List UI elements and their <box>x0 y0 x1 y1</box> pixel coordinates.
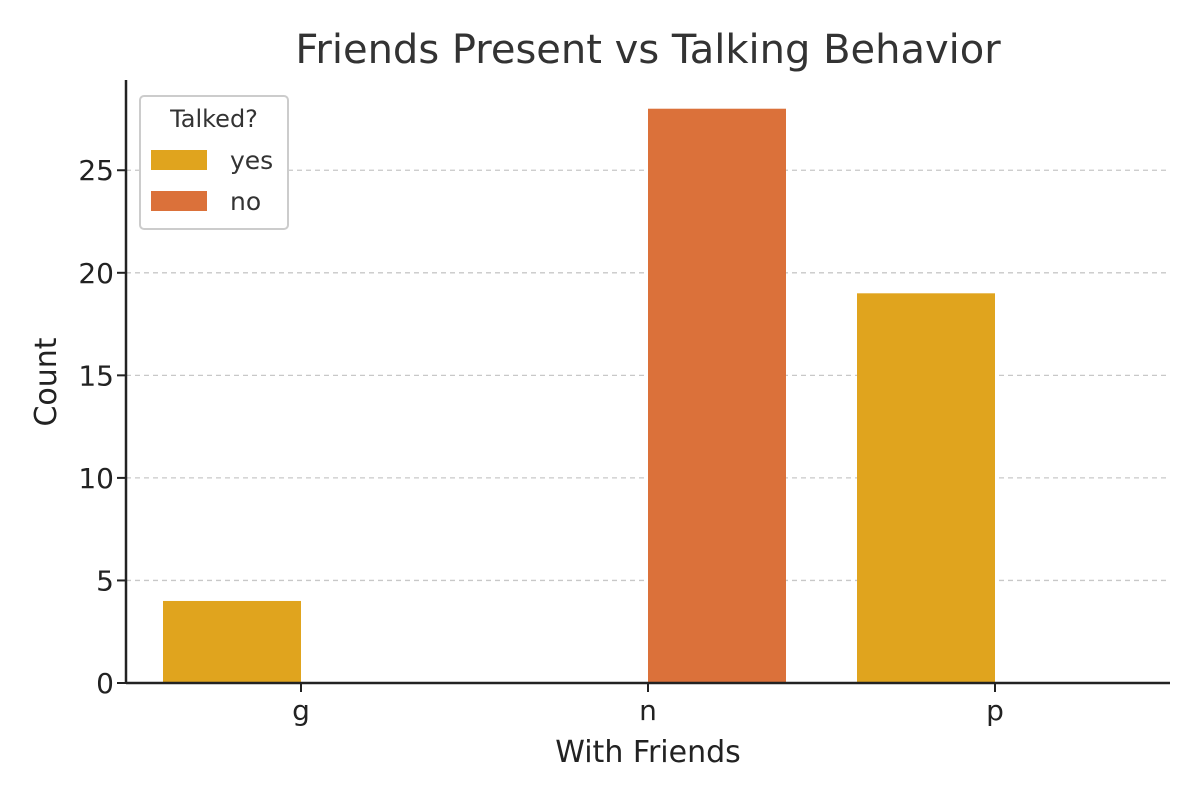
x-tick-label: n <box>639 694 657 727</box>
legend-entries: yes no <box>151 146 273 216</box>
legend-swatch-no <box>151 191 207 211</box>
y-tick-label: 20 <box>78 257 114 290</box>
y-tick-label: 0 <box>96 667 114 700</box>
bar-yes-g <box>163 600 301 683</box>
legend-label-yes: yes <box>230 146 273 175</box>
y-ticks: 0 5 10 15 20 25 <box>78 154 126 700</box>
x-tick-label: g <box>292 694 310 727</box>
y-tick-label: 15 <box>78 359 114 392</box>
legend-title: Talked? <box>169 105 258 133</box>
bars <box>163 108 995 683</box>
x-tick-label: p <box>986 694 1004 727</box>
y-axis-label: Count <box>29 337 64 426</box>
y-tick-label: 5 <box>96 564 114 597</box>
legend: Talked? yes no <box>139 95 289 230</box>
legend-label-no: no <box>230 187 261 216</box>
chart-title: Friends Present vs Talking Behavior <box>295 27 1001 73</box>
bar-no-n <box>648 108 786 683</box>
y-tick-label: 10 <box>78 462 114 495</box>
bar-yes-p <box>857 293 995 683</box>
y-tick-label: 25 <box>78 154 114 187</box>
x-axis-label: With Friends <box>555 735 741 770</box>
legend-swatch-yes <box>151 150 207 170</box>
